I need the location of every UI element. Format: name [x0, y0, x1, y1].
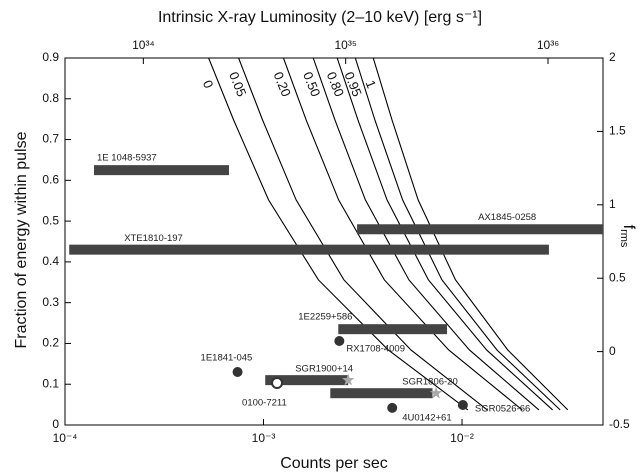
range-bar: [357, 224, 603, 235]
x2-tick-label: 10³⁵: [335, 38, 357, 52]
source-label: 1E 1048-5937: [97, 153, 157, 164]
y-tick-label: 0.3: [42, 295, 59, 309]
y2-axis-label: frms: [618, 225, 637, 248]
y2-tick-label: -0.5: [609, 417, 630, 431]
model-curve: [208, 58, 469, 411]
plot-frame: [64, 57, 604, 426]
y2-tick-label: 0: [609, 344, 616, 358]
x2-tick-label: 10³⁴: [132, 38, 155, 52]
y2-axis-label-sub: rms: [618, 229, 630, 248]
y-tick-label: 0.8: [42, 91, 59, 105]
source-label: 0100-7211: [242, 398, 287, 409]
circle-marker: [387, 402, 398, 413]
source-label: XTE1810-197: [124, 233, 183, 244]
y-tick-label: 0.5: [42, 213, 59, 227]
source-label: 1E1841-045: [201, 353, 253, 364]
source-label: AX1845-0258: [478, 212, 536, 223]
y2-axis-label-main: f: [620, 225, 637, 230]
y2-tick-label: 1: [609, 197, 616, 211]
x-tick-label: 10⁻⁴: [53, 431, 78, 445]
source-label: 1E2259+586: [298, 312, 352, 323]
plot-area: [69, 58, 603, 413]
range-bar: [265, 375, 349, 386]
y-tick-label: 0.7: [42, 132, 59, 146]
open-circle-marker: [271, 376, 284, 389]
y2-tick-label: 2: [609, 50, 616, 64]
x-axis-label: Counts per sec: [280, 455, 388, 472]
source-label: SGR0526-66: [475, 404, 530, 415]
circle-marker: [334, 335, 345, 346]
x-tick-label: 10⁻²: [450, 431, 474, 445]
model-curve: [354, 58, 561, 411]
source-label: 4U0142+61: [402, 412, 451, 423]
y-tick-label: 0.9: [42, 50, 59, 64]
y-axis-label: Fraction of energy within pulse: [13, 131, 30, 348]
x-tick-label: 10⁻³: [252, 431, 276, 445]
model-curve: [282, 58, 523, 411]
model-curve: [238, 58, 488, 411]
source-label: RX1708-4009: [346, 344, 405, 355]
y-tick-label: 0.4: [42, 254, 59, 268]
circle-marker: [232, 366, 243, 377]
model-curve: [312, 58, 540, 411]
model-curve: [336, 58, 553, 411]
x2-tick-label: 10³⁶: [537, 38, 559, 52]
range-bar: [69, 244, 549, 255]
y2-tick-label: 1.5: [609, 124, 626, 138]
source-label: SGR1806-20: [402, 377, 457, 388]
source-label: SGR1900+14: [295, 364, 353, 375]
range-bar: [94, 165, 229, 176]
y-tick-label: 0.2: [42, 336, 59, 350]
y2-tick-label: 0.5: [609, 270, 626, 284]
range-bar: [330, 388, 433, 399]
y-tick-label: 0.6: [42, 173, 59, 187]
star-marker: [342, 373, 355, 386]
y-tick-label: 0.1: [42, 376, 59, 390]
circle-marker: [457, 400, 468, 411]
y-tick-label: 0: [52, 417, 59, 431]
range-bar: [338, 324, 447, 335]
chart-title: Intrinsic X-ray Luminosity (2–10 keV) [e…: [158, 9, 482, 26]
model-curve: [372, 58, 569, 411]
star-marker: [429, 386, 443, 399]
